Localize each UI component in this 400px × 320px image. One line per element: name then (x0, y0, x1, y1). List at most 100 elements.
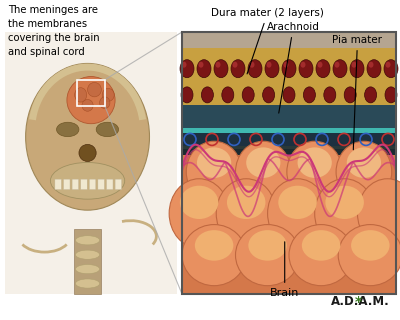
Ellipse shape (227, 186, 266, 219)
Ellipse shape (299, 60, 313, 78)
Text: Arachnoid: Arachnoid (267, 22, 320, 113)
Ellipse shape (75, 88, 87, 102)
Ellipse shape (333, 60, 347, 78)
Ellipse shape (26, 63, 150, 210)
Ellipse shape (100, 97, 110, 108)
Ellipse shape (367, 60, 381, 78)
Ellipse shape (265, 60, 279, 78)
Ellipse shape (102, 88, 114, 101)
Bar (74, 228, 101, 294)
Bar (182, 32, 396, 294)
Ellipse shape (198, 62, 204, 68)
Bar (182, 32, 396, 48)
Ellipse shape (289, 225, 353, 286)
Ellipse shape (67, 76, 115, 124)
Ellipse shape (347, 148, 381, 178)
Ellipse shape (180, 186, 218, 219)
Ellipse shape (202, 87, 214, 103)
Ellipse shape (88, 83, 101, 97)
Text: Brain: Brain (270, 242, 300, 298)
Ellipse shape (350, 60, 364, 78)
FancyBboxPatch shape (106, 179, 113, 190)
Ellipse shape (298, 148, 332, 178)
Text: The meninges are
the membranes
covering the brain
and spinal cord: The meninges are the membranes covering … (8, 5, 100, 57)
Bar (182, 146, 396, 148)
Ellipse shape (216, 179, 276, 248)
Bar (182, 155, 396, 294)
Ellipse shape (365, 87, 377, 103)
Ellipse shape (197, 148, 231, 178)
Ellipse shape (248, 230, 287, 261)
FancyBboxPatch shape (72, 179, 79, 190)
Ellipse shape (283, 87, 295, 103)
Ellipse shape (368, 62, 374, 68)
Ellipse shape (50, 163, 125, 199)
Ellipse shape (284, 62, 288, 68)
Bar (182, 148, 396, 155)
Ellipse shape (236, 141, 291, 202)
Ellipse shape (76, 250, 100, 259)
Ellipse shape (334, 62, 340, 68)
Ellipse shape (325, 186, 364, 219)
Ellipse shape (195, 230, 233, 261)
Ellipse shape (236, 225, 300, 286)
Ellipse shape (96, 122, 118, 137)
Bar (5, 32, 177, 294)
Ellipse shape (231, 60, 245, 78)
Ellipse shape (232, 62, 238, 68)
Bar (182, 48, 396, 105)
Ellipse shape (315, 179, 374, 248)
FancyBboxPatch shape (115, 179, 122, 190)
Ellipse shape (248, 60, 262, 78)
Ellipse shape (216, 62, 220, 68)
Ellipse shape (79, 144, 96, 162)
Ellipse shape (186, 141, 242, 202)
FancyBboxPatch shape (55, 179, 62, 190)
Ellipse shape (181, 87, 193, 103)
Ellipse shape (282, 60, 296, 78)
Ellipse shape (76, 265, 100, 274)
Ellipse shape (358, 179, 400, 248)
Ellipse shape (76, 279, 100, 288)
Ellipse shape (246, 148, 280, 178)
Ellipse shape (324, 87, 336, 103)
Ellipse shape (278, 186, 317, 219)
Ellipse shape (344, 87, 356, 103)
Ellipse shape (169, 179, 229, 248)
Ellipse shape (302, 230, 340, 261)
Ellipse shape (287, 141, 342, 202)
Ellipse shape (384, 60, 398, 78)
Bar (182, 105, 396, 128)
Ellipse shape (300, 62, 306, 68)
Ellipse shape (318, 62, 322, 68)
FancyBboxPatch shape (81, 179, 87, 190)
Ellipse shape (385, 87, 397, 103)
Ellipse shape (386, 62, 390, 68)
Ellipse shape (56, 122, 79, 137)
Bar (182, 32, 396, 294)
Ellipse shape (316, 60, 330, 78)
Ellipse shape (338, 225, 400, 286)
Text: Dura mater (2 layers): Dura mater (2 layers) (211, 8, 324, 74)
Ellipse shape (182, 225, 246, 286)
Ellipse shape (222, 87, 234, 103)
Ellipse shape (352, 62, 356, 68)
Ellipse shape (263, 87, 275, 103)
Ellipse shape (266, 62, 272, 68)
Ellipse shape (351, 230, 390, 261)
Ellipse shape (197, 60, 211, 78)
Ellipse shape (76, 236, 100, 245)
Ellipse shape (303, 87, 315, 103)
FancyBboxPatch shape (98, 179, 104, 190)
FancyBboxPatch shape (89, 179, 96, 190)
FancyBboxPatch shape (64, 179, 70, 190)
Ellipse shape (336, 141, 392, 202)
Text: Pia mater: Pia mater (332, 35, 382, 150)
Ellipse shape (268, 179, 328, 248)
Ellipse shape (214, 60, 228, 78)
Text: A.D.A.M.: A.D.A.M. (331, 295, 390, 308)
Bar (182, 128, 396, 133)
Bar (77, 80, 105, 106)
Ellipse shape (250, 62, 254, 68)
Ellipse shape (82, 100, 93, 111)
